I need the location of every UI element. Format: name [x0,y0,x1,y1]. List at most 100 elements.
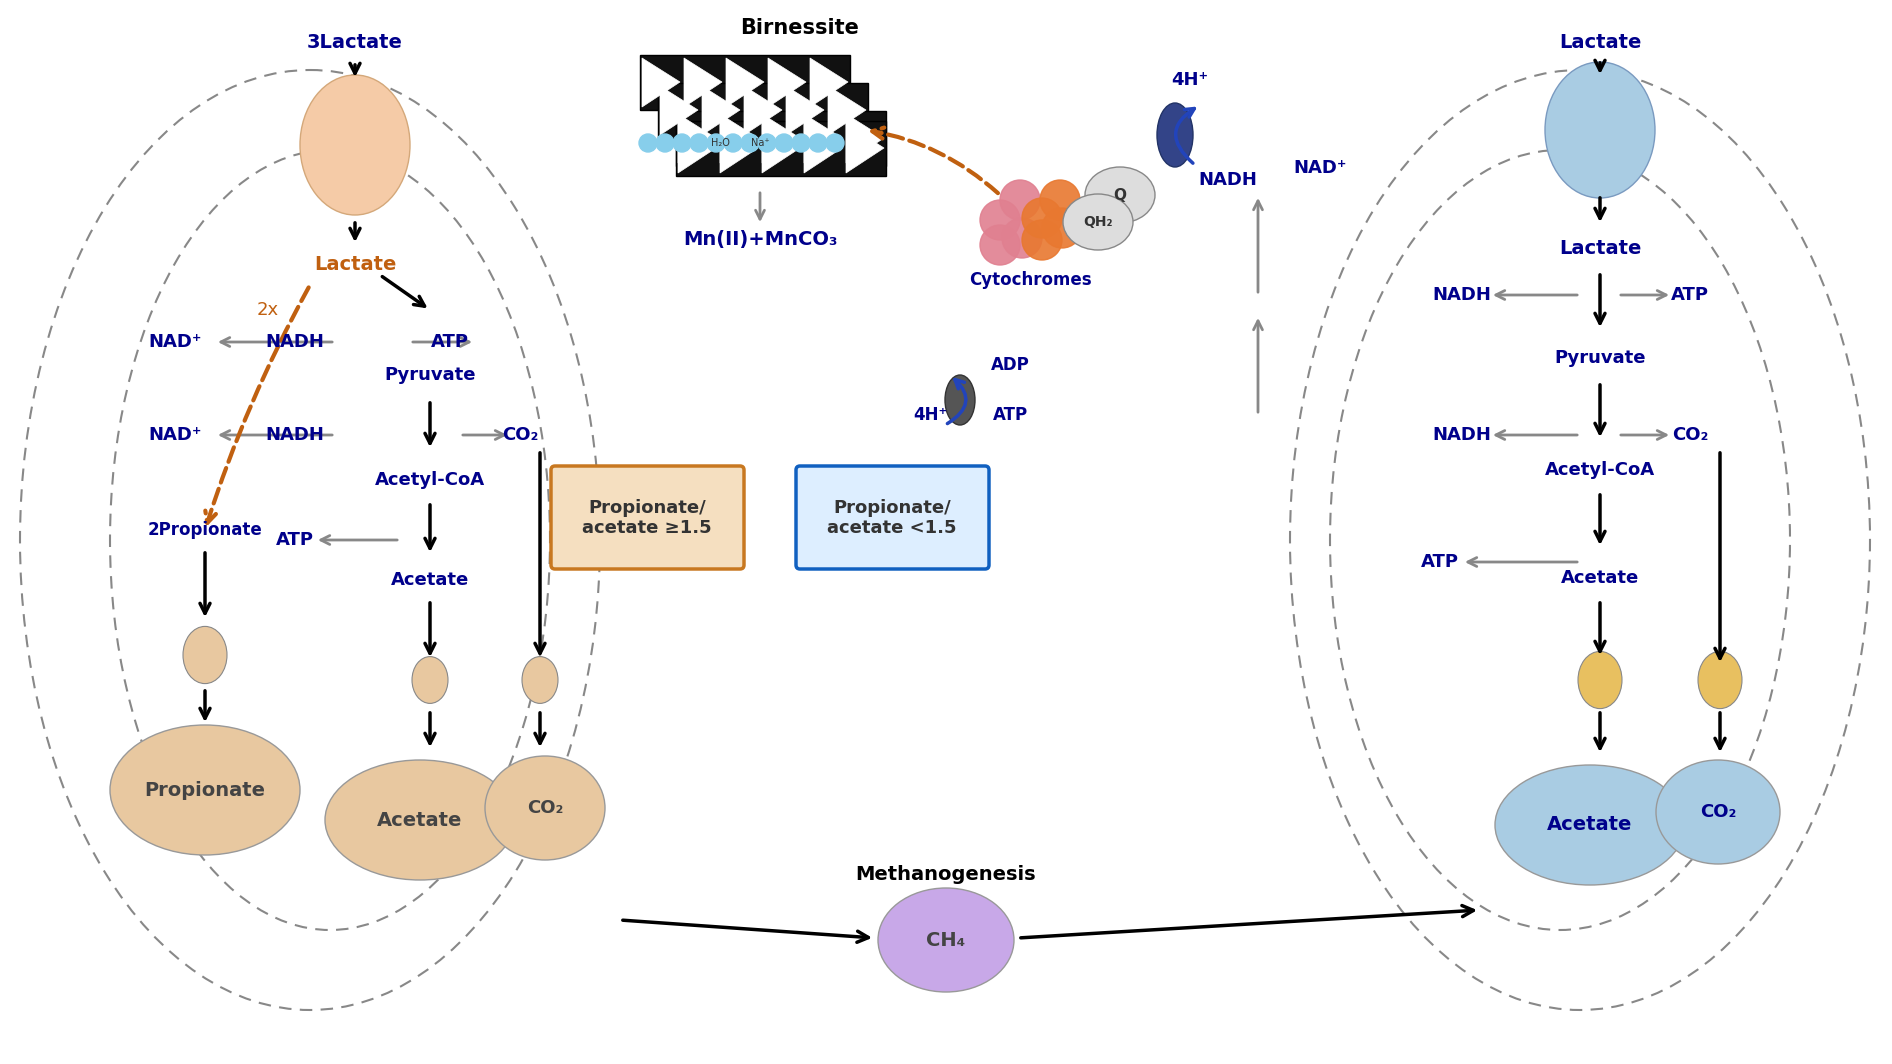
Text: NADH: NADH [265,426,324,444]
Text: ATP: ATP [431,333,469,351]
Circle shape [980,225,1020,265]
Circle shape [708,134,725,152]
Ellipse shape [301,74,411,215]
Text: CO₂: CO₂ [526,799,564,817]
Text: Pyruvate: Pyruvate [1553,349,1646,367]
Polygon shape [675,121,885,176]
Polygon shape [660,86,698,135]
Text: 4H⁺: 4H⁺ [1171,71,1209,89]
Text: CO₂: CO₂ [501,426,537,444]
Text: ADP: ADP [991,356,1029,375]
Text: 2Propionate: 2Propionate [148,521,263,539]
Polygon shape [785,86,825,135]
Text: 2x: 2x [257,301,278,319]
Text: Acetate: Acetate [392,571,469,589]
Polygon shape [846,114,884,163]
Polygon shape [829,86,867,135]
Circle shape [725,134,742,152]
Ellipse shape [184,627,227,683]
Text: Na⁺: Na⁺ [751,138,770,148]
Text: ATP: ATP [993,406,1027,423]
Ellipse shape [1697,651,1743,709]
Text: NAD⁺: NAD⁺ [148,333,202,351]
Polygon shape [846,124,884,173]
Polygon shape [721,124,759,173]
Polygon shape [804,124,842,173]
Circle shape [1022,198,1061,238]
Circle shape [1022,220,1061,260]
Ellipse shape [1495,765,1686,885]
Ellipse shape [1063,194,1133,250]
Text: Acetate: Acetate [1548,815,1633,834]
Text: ATP: ATP [276,531,314,549]
Polygon shape [677,124,715,173]
Ellipse shape [1158,103,1194,167]
Circle shape [639,134,657,152]
Text: Mn(II)+MnCO₃: Mn(II)+MnCO₃ [683,231,836,249]
FancyBboxPatch shape [551,466,744,569]
Polygon shape [727,59,764,107]
Ellipse shape [325,760,515,880]
Circle shape [674,134,691,152]
Polygon shape [721,114,759,163]
Ellipse shape [484,757,605,860]
Text: CH₄: CH₄ [927,931,965,949]
Text: Acetate: Acetate [1561,569,1638,587]
Text: NADH: NADH [265,333,324,351]
Text: ATP: ATP [1671,286,1708,304]
Ellipse shape [412,656,448,703]
Polygon shape [685,59,723,107]
Text: H₂O: H₂O [711,138,730,148]
Polygon shape [744,86,781,135]
Polygon shape [639,55,850,110]
Polygon shape [804,114,842,163]
Text: CO₂: CO₂ [1673,426,1708,444]
Text: 3Lactate: 3Lactate [307,33,403,51]
Text: Cytochromes: Cytochromes [969,271,1092,289]
Circle shape [810,134,827,152]
Text: Propionate/
acetate ≥1.5: Propionate/ acetate ≥1.5 [583,499,711,537]
Text: 4H⁺: 4H⁺ [912,406,948,423]
Circle shape [742,134,759,152]
Ellipse shape [1656,760,1780,864]
Polygon shape [677,114,715,163]
Text: Acetyl-CoA: Acetyl-CoA [1546,461,1656,479]
Polygon shape [762,124,800,173]
Text: NADH: NADH [1432,286,1491,304]
Text: Pyruvate: Pyruvate [384,366,475,384]
Ellipse shape [522,656,558,703]
Ellipse shape [1546,62,1656,198]
Text: Acetyl-CoA: Acetyl-CoA [375,471,484,489]
Text: CO₂: CO₂ [1699,803,1737,821]
Text: NAD⁺: NAD⁺ [148,426,202,444]
Polygon shape [641,59,679,107]
Circle shape [1001,180,1041,220]
Text: NADH: NADH [1198,171,1258,189]
Circle shape [1041,180,1080,220]
Text: Propionate/
acetate <1.5: Propionate/ acetate <1.5 [827,499,957,537]
Circle shape [759,134,776,152]
Ellipse shape [1578,651,1621,709]
Circle shape [776,134,793,152]
Polygon shape [762,114,800,163]
Circle shape [691,134,708,152]
Ellipse shape [110,725,301,855]
Circle shape [1042,207,1082,248]
Text: Lactate: Lactate [1559,33,1640,51]
Text: NAD⁺: NAD⁺ [1294,159,1347,177]
Polygon shape [702,86,740,135]
Text: NADH: NADH [1432,426,1491,444]
Circle shape [793,134,810,152]
Text: Acetate: Acetate [377,811,464,830]
Circle shape [980,200,1020,240]
Ellipse shape [878,888,1014,992]
Text: Propionate: Propionate [144,781,265,799]
Text: ATP: ATP [1421,553,1459,571]
Circle shape [657,134,674,152]
Polygon shape [658,83,868,138]
Text: Lactate: Lactate [1559,238,1640,257]
Circle shape [1003,218,1042,257]
Polygon shape [810,59,848,107]
Text: Birnessite: Birnessite [740,18,859,38]
Ellipse shape [944,375,974,425]
